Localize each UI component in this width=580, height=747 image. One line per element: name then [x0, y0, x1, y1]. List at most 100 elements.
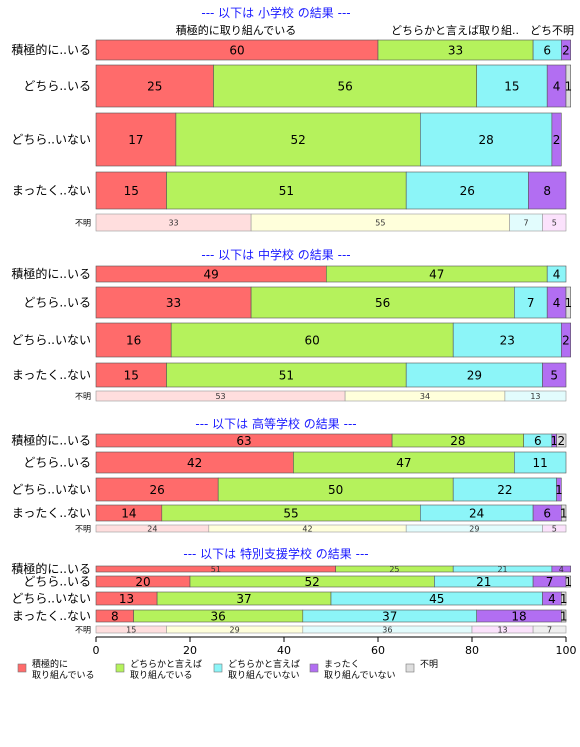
data-label: 5 [552, 218, 557, 227]
data-label: 60 [305, 333, 320, 347]
data-label: 51 [211, 565, 221, 574]
bar-segment [419, 112, 553, 167]
data-label: 5 [552, 524, 557, 533]
bar-segment [556, 477, 562, 502]
data-label: 15 [124, 368, 139, 382]
data-label: 26 [149, 483, 164, 497]
bar-segment [95, 286, 252, 319]
row-label: どちら..いない [11, 133, 91, 147]
data-label: 23 [500, 333, 515, 347]
legend-label: 取り組んでいない [228, 669, 300, 681]
data-label: 24 [469, 506, 484, 520]
bar-segment [95, 112, 177, 167]
data-label: 13 [530, 392, 540, 401]
data-label: 16 [126, 333, 141, 347]
bar-segment [95, 322, 172, 358]
x-tick-label: 0 [93, 644, 100, 657]
data-label: 1 [550, 434, 558, 448]
data-label: 13 [497, 625, 507, 634]
legend-label: まったく [324, 659, 360, 670]
bar-segment [560, 609, 567, 623]
bar-segment [551, 565, 572, 573]
data-label: 56 [375, 296, 390, 310]
legend-label: どちらかと言えば [130, 658, 202, 670]
data-label: 2 [562, 43, 570, 57]
legend-label: 積極的に [32, 658, 68, 670]
data-label: 7 [524, 218, 529, 227]
row-label: まったく..ない [12, 184, 91, 198]
bar-segment [546, 265, 567, 283]
data-label: 53 [215, 392, 225, 401]
row-label: 積極的に..いる [11, 561, 91, 576]
data-label: 56 [337, 79, 352, 93]
bar-segment [166, 362, 407, 388]
data-label: 15 [126, 625, 136, 634]
data-label: 37 [236, 592, 251, 606]
bar-segment [532, 625, 567, 634]
bar-segment [556, 433, 567, 448]
panel-title: --- 以下は 中学校 の結果 --- [201, 247, 350, 262]
panel-title: --- 以下は 特別支援学校 の結果 --- [183, 546, 368, 561]
row-label: どちら..いない [11, 592, 91, 606]
data-label: 21 [476, 575, 491, 589]
row-label: どちら..いる [23, 456, 91, 470]
row-label: 不明 [75, 626, 91, 635]
row-label: 不明 [75, 392, 91, 401]
data-label: 20 [135, 575, 150, 589]
data-label: 25 [147, 79, 162, 93]
data-label: 55 [283, 506, 298, 520]
row-label: どちら..いる [23, 296, 91, 310]
data-label: 29 [467, 368, 482, 382]
data-label: 63 [236, 434, 251, 448]
row-label: 不明 [75, 219, 91, 228]
bar-segment [565, 575, 571, 588]
data-label: 51 [279, 184, 294, 198]
data-label: 1 [560, 506, 568, 520]
data-label: 33 [168, 218, 178, 227]
bar-segment [504, 390, 567, 402]
data-label: 5 [550, 368, 558, 382]
data-label: 7 [546, 575, 554, 589]
data-label: 4 [548, 592, 556, 606]
bar-segment [513, 451, 567, 474]
header-label: どち [530, 24, 552, 37]
header-label: 積極的に取り組んでいる [176, 23, 296, 37]
data-label: 49 [204, 267, 219, 281]
bar-segment [542, 362, 567, 388]
x-tick-label: 100 [556, 644, 577, 657]
bar-segment [95, 171, 167, 210]
row-label: 積極的に..いる [11, 433, 91, 448]
data-label: 7 [527, 296, 535, 310]
row-label: 積極的に..いる [11, 266, 91, 281]
bar-segment [551, 112, 562, 167]
data-label: 1 [565, 79, 573, 93]
row-label: まったく..ない [12, 368, 91, 382]
bar-segment [95, 64, 214, 108]
row-label: どちら..いない [11, 333, 91, 347]
bar-segment [542, 213, 567, 232]
bar-segment [560, 39, 571, 61]
data-label: 2 [557, 434, 565, 448]
legend-swatch [213, 663, 223, 673]
data-label: 29 [230, 625, 240, 634]
bar-segment [560, 322, 571, 358]
data-label: 6 [534, 434, 542, 448]
data-label: 33 [166, 296, 181, 310]
data-label: 13 [119, 592, 134, 606]
bar-segment [175, 112, 421, 167]
legend-swatch [309, 663, 319, 673]
x-tick-label: 80 [465, 644, 479, 657]
data-label: 28 [478, 133, 493, 147]
data-label: 24 [147, 524, 157, 533]
x-tick-label: 40 [277, 644, 291, 657]
data-label: 6 [543, 43, 551, 57]
panel-title: --- 以下は 高等学校 の結果 --- [195, 416, 356, 431]
legend-swatch [405, 663, 415, 673]
row-label: どちら..いない [11, 483, 91, 497]
bar-segment [213, 64, 478, 108]
data-label: 28 [450, 434, 465, 448]
bar-segment [166, 171, 407, 210]
bar-segment [565, 286, 571, 319]
row-label: 不明 [75, 525, 91, 534]
